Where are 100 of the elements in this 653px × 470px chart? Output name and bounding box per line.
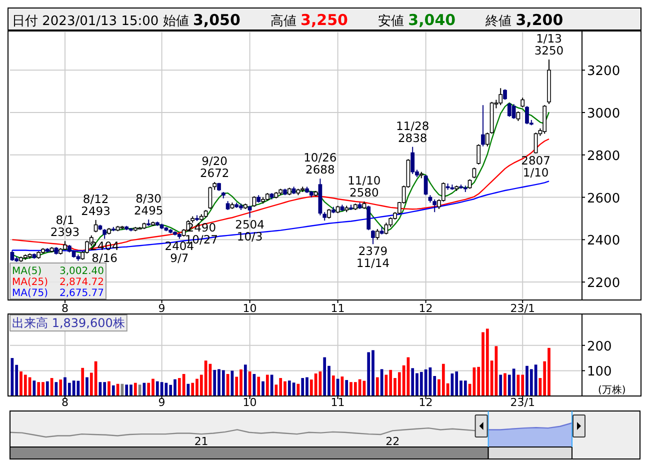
bar	[420, 372, 423, 396]
x-tick-label: 10	[242, 396, 257, 409]
bar	[464, 380, 467, 396]
bar	[504, 373, 506, 396]
bar	[147, 382, 150, 396]
x-tick-label: 23/1	[510, 302, 535, 315]
bar	[389, 370, 392, 396]
chart-title: 日付 2023/01/13 15:00 始値 3,050 高値 3,250 安値 3,040 終値 3,200	[12, 11, 564, 29]
candlestick	[375, 228, 380, 240]
bar	[455, 371, 458, 396]
bar	[301, 378, 304, 396]
bar	[323, 357, 326, 396]
y-tick-label: 2600	[587, 191, 620, 206]
candlestick	[481, 104, 485, 147]
candlestick	[498, 88, 503, 106]
bar	[244, 364, 247, 396]
annotation: 8/30 2495	[134, 192, 164, 218]
bar	[499, 374, 502, 396]
bar	[112, 385, 115, 396]
bar	[156, 381, 159, 396]
chart-title: 出来高 1,839,600株	[12, 316, 125, 330]
annotation: 11/28 2838	[396, 118, 430, 145]
bar	[345, 380, 348, 396]
bar	[257, 376, 260, 396]
x-tick-label: 8	[62, 396, 68, 409]
x-tick-label: 12	[418, 302, 433, 315]
bar	[332, 375, 335, 396]
x-tick-label: 9	[158, 302, 166, 315]
candlestick	[102, 228, 107, 240]
candlestick	[208, 186, 212, 210]
x-tick-label: 22	[386, 435, 400, 448]
bar	[288, 380, 291, 396]
y-tick-label: 100	[587, 364, 612, 380]
candlestick	[371, 230, 375, 245]
candlestick	[424, 174, 428, 196]
y-tick-label: 2800	[587, 148, 620, 164]
candlestick	[468, 178, 472, 190]
x-tick-label: 21	[194, 435, 208, 448]
candlestick	[366, 205, 371, 231]
y-tick-label: 200	[587, 339, 612, 354]
bar	[81, 368, 84, 396]
x-tick-label: 11	[330, 302, 345, 315]
annotation: 2,874.72	[59, 277, 104, 288]
bar	[354, 382, 357, 396]
y-tick-label: 3200	[587, 64, 620, 80]
x-tick-label: 23/1	[510, 396, 535, 409]
annotation: 8/12 2493	[81, 192, 110, 218]
bar	[103, 382, 106, 396]
x-tick-label: 11	[330, 396, 345, 409]
y-tick-label: 2200	[587, 276, 620, 292]
candlestick	[507, 102, 512, 118]
bar	[367, 352, 370, 396]
bar	[486, 328, 489, 396]
series-label: MA(5)	[12, 266, 42, 277]
bar	[125, 384, 128, 396]
annotation: 3,002.40	[59, 266, 104, 277]
annotation: 2379 11/14	[356, 244, 390, 270]
candlestick	[410, 146, 415, 174]
y-tick-label: 2400	[587, 234, 620, 249]
x-tick-label: 10	[242, 302, 257, 315]
annotation: 1/13 3250	[534, 32, 564, 58]
bar	[108, 381, 110, 396]
candlestick	[503, 88, 507, 100]
bar	[134, 382, 137, 396]
y-axis-title: (万株)	[598, 384, 626, 396]
bar	[262, 381, 264, 396]
x-tick-label: 12	[418, 396, 433, 409]
candlestick	[520, 97, 525, 108]
bar	[86, 377, 88, 396]
bar	[521, 374, 524, 396]
candlestick	[10, 250, 14, 262]
bar	[59, 380, 62, 396]
annotation: 10/26 2688	[304, 150, 337, 177]
candlestick	[432, 198, 437, 213]
bar	[37, 382, 40, 396]
text: MA(25)	[12, 277, 48, 288]
annotation: 2504 10/3	[235, 218, 264, 244]
bar	[222, 370, 225, 396]
candlestick	[516, 110, 520, 122]
annotation: 9/20 2672	[200, 154, 230, 180]
bar	[376, 377, 379, 396]
x-tick-label: 9	[158, 396, 166, 409]
x-tick-label: 8	[62, 302, 68, 315]
bar	[213, 370, 216, 396]
annotation: 2,675.77	[59, 288, 104, 299]
bar	[266, 374, 269, 396]
candlestick	[327, 208, 331, 219]
bar	[46, 381, 49, 396]
bar	[178, 378, 181, 396]
candlestick	[248, 205, 252, 218]
annotation: 2807 1/10	[521, 153, 550, 180]
annotation: 8/1 2393	[50, 213, 80, 240]
bar	[279, 378, 282, 396]
annotation: 11/10 2580	[348, 174, 381, 200]
candlestick	[485, 132, 490, 147]
bar	[191, 382, 194, 396]
bar	[24, 374, 27, 396]
bar	[442, 364, 445, 396]
text: MA(75)	[12, 288, 48, 299]
y-tick-label: 3000	[587, 106, 620, 122]
